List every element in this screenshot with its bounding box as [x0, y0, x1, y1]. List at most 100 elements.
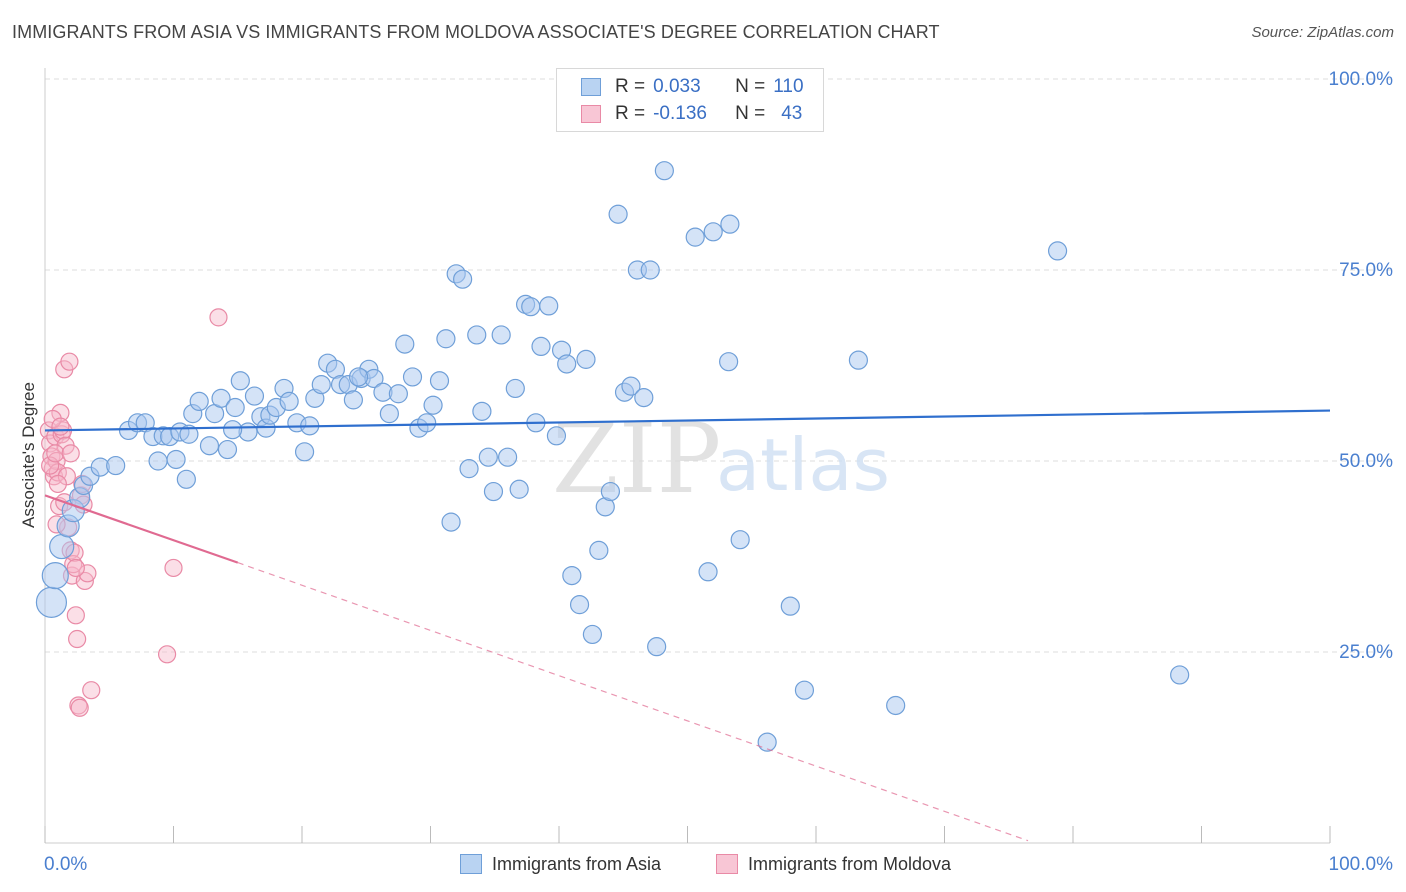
asia-point [757, 732, 777, 752]
asia-point [640, 260, 660, 280]
asia-swatch [460, 854, 482, 874]
asia-point [848, 350, 869, 370]
moldova-point [61, 444, 80, 463]
stats-legend: R = 0.033 N = 110 R = -0.136 N = 43 [556, 68, 824, 132]
asia-point [654, 161, 674, 181]
trend-lines [44, 409, 1331, 842]
legend-r-value: 0.033 [653, 76, 701, 97]
asia-point [423, 395, 443, 415]
asia-point [576, 349, 596, 369]
asia-point [483, 481, 504, 502]
moldova-point [66, 606, 85, 625]
asia-point [343, 390, 363, 410]
legend-r-label: R = [615, 76, 646, 97]
legend-n-value: 110 [773, 76, 804, 97]
asia-point [557, 354, 577, 374]
asia-point [521, 297, 541, 317]
asia-point [453, 269, 473, 289]
moldova-point [82, 681, 101, 700]
asia-point [531, 336, 551, 356]
moldova-point [51, 417, 70, 436]
asia-point [388, 384, 408, 404]
asia-point [395, 334, 415, 354]
y-tick-label: 75.0% [1339, 260, 1393, 281]
moldova-point [157, 645, 177, 664]
asia-point [505, 378, 525, 399]
asia-point [546, 426, 567, 446]
asia-point [189, 391, 209, 412]
asia-point [539, 296, 559, 316]
asia-point [647, 637, 667, 657]
moldova-point [209, 308, 228, 327]
tick-labels: 100.0% 75.0% 50.0% 25.0% 0.0% 100.0% [44, 69, 1393, 875]
asia-point [35, 586, 68, 618]
chart-title: IMMIGRANTS FROM ASIA VS IMMIGRANTS FROM … [12, 22, 940, 42]
moldova-trend-extension [237, 562, 1029, 842]
asia-point [719, 352, 739, 372]
axes [44, 68, 1331, 844]
asia-trend-line [44, 409, 1331, 432]
asia-point [179, 424, 199, 444]
moldova-trend-line [44, 494, 239, 564]
asia-point [279, 391, 299, 412]
asia-point [562, 565, 582, 586]
asia-point [348, 367, 369, 387]
asia-point [886, 695, 906, 716]
y-tick-label: 50.0% [1339, 451, 1393, 472]
asia-point [429, 371, 450, 391]
moldova-point [164, 558, 183, 578]
legend-r-value: -0.136 [653, 103, 707, 124]
asia-point [698, 562, 718, 582]
y-tick-label: 25.0% [1339, 642, 1393, 663]
moldova-point [70, 698, 89, 717]
asia-point [230, 371, 250, 391]
legend-r-label: R = [615, 103, 646, 124]
watermark-atlas: atlas [716, 423, 890, 507]
legend-row-asia: R = 0.033 N = 110 [581, 75, 804, 99]
asia-point [311, 375, 331, 395]
asia-point [244, 386, 265, 406]
asia-point [582, 624, 603, 645]
asia-point [217, 439, 238, 460]
moldova-point [48, 474, 67, 494]
asia-point [49, 533, 75, 560]
asia-point [780, 596, 800, 616]
asia-point [720, 214, 740, 234]
legend-n-label: N = [735, 103, 766, 124]
asia-point [472, 401, 492, 421]
asia-point [106, 455, 126, 476]
bottom-legend-moldova-label: Immigrants from Moldova [748, 853, 952, 874]
y-axis-label: Associate's Degree [19, 382, 38, 528]
asia-point [467, 325, 487, 345]
moldova-point [68, 629, 87, 649]
moldova-point [66, 558, 85, 578]
bottom-legend-moldova: Immigrants from Moldova [716, 851, 951, 877]
asia-point [794, 680, 815, 700]
asia-point [509, 479, 529, 499]
asia-point [730, 530, 750, 550]
asia-point [199, 436, 220, 456]
source-label: Source: ZipAtlas.com [1251, 24, 1394, 41]
bottom-legend-asia-label: Immigrants from Asia [492, 853, 662, 874]
asia-point [478, 447, 498, 467]
asia-point [41, 561, 69, 590]
asia-point [498, 447, 518, 467]
asia-point [166, 449, 186, 470]
asia-point [634, 387, 654, 408]
gridlines [45, 78, 1392, 653]
legend-n-label: N = [735, 76, 766, 97]
asia-point [569, 595, 590, 615]
y-tick-label: 100.0% [1329, 69, 1394, 90]
asia-swatch [581, 78, 601, 96]
asia-point [402, 367, 423, 387]
asia-point [223, 420, 243, 440]
asia-point [417, 413, 437, 433]
asia-point [436, 329, 456, 349]
asia-point [459, 459, 479, 479]
x-tick-label: 100.0% [1329, 854, 1394, 875]
asia-point [148, 451, 168, 471]
asia-point [589, 540, 609, 560]
asia-point [379, 404, 399, 424]
asia-point [621, 376, 641, 396]
